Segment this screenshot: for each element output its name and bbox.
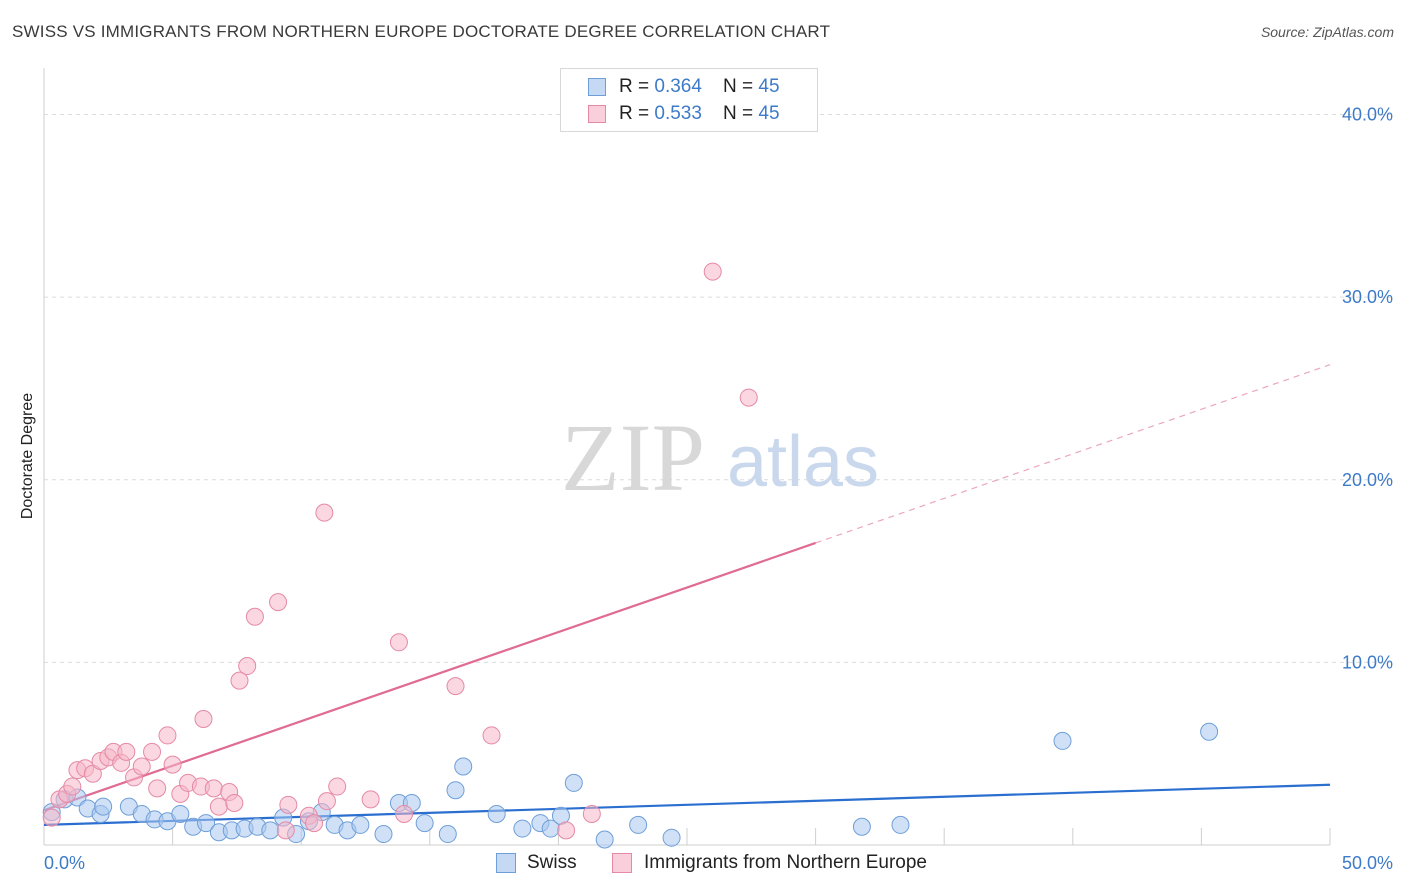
immigrant-point bbox=[315, 503, 334, 522]
y-tick-label: 30.0% bbox=[1342, 287, 1393, 307]
swiss-point bbox=[852, 817, 871, 836]
immigrant-point bbox=[132, 757, 151, 776]
n-label: N = bbox=[723, 76, 759, 97]
swiss-point bbox=[415, 814, 434, 833]
trend-line-extension-1 bbox=[815, 364, 1331, 544]
immigrant-point bbox=[395, 804, 414, 823]
trend-line-1 bbox=[43, 541, 816, 812]
swiss-point bbox=[487, 804, 506, 823]
r-label: R = bbox=[619, 103, 655, 124]
watermark: ZIP atlas bbox=[561, 404, 879, 511]
tick-labels: 0.0% 50.0% 10.0% 20.0% 30.0% 40.0% bbox=[44, 105, 1393, 873]
swiss-point bbox=[438, 825, 457, 844]
immigrant-point bbox=[194, 709, 213, 728]
source-label: Source: ZipAtlas.com bbox=[1260, 24, 1394, 40]
immigrant-point bbox=[279, 795, 298, 814]
immigrant-point bbox=[158, 726, 177, 745]
swiss-point bbox=[1200, 722, 1219, 741]
r-value: 0.533 bbox=[654, 103, 702, 124]
immigrant-point bbox=[305, 814, 324, 833]
watermark-atlas: atlas bbox=[727, 422, 879, 502]
swiss-point bbox=[446, 781, 465, 800]
stats-box: R = 0.364 N = 45 R = 0.533 N = 45 bbox=[560, 68, 818, 132]
legend-label-swiss: Swiss bbox=[527, 852, 577, 873]
immigrant-point bbox=[143, 742, 162, 761]
immigrant-point bbox=[317, 792, 336, 811]
legend-swatch-immigrants bbox=[612, 853, 632, 873]
immigrant-point bbox=[276, 821, 295, 840]
immigrant-point bbox=[582, 804, 601, 823]
immigrant-point bbox=[245, 607, 264, 626]
immigrant-point bbox=[225, 793, 244, 812]
stats-row-immigrants: R = 0.533 N = 45 bbox=[561, 101, 817, 127]
immigrant-point bbox=[230, 671, 249, 690]
swiss-point bbox=[662, 828, 681, 847]
watermark-zip: ZIP bbox=[561, 404, 705, 511]
legend-swatch-swiss bbox=[496, 853, 516, 873]
immigrant-point bbox=[148, 779, 167, 798]
immigrant-point bbox=[42, 808, 61, 827]
y-tick-label: 20.0% bbox=[1342, 470, 1393, 490]
immigrant-point bbox=[163, 755, 182, 774]
n-label: N = bbox=[723, 103, 759, 124]
y-tick-label: 10.0% bbox=[1342, 652, 1393, 672]
x-tick-label-1: 50.0% bbox=[1342, 853, 1393, 873]
swiss-point bbox=[351, 815, 370, 834]
gridlines bbox=[44, 114, 1393, 663]
swiss-point bbox=[891, 815, 910, 834]
immigrant-point bbox=[482, 726, 501, 745]
immigrant-point bbox=[117, 742, 136, 761]
immigrants-swatch bbox=[588, 105, 606, 123]
swiss-point bbox=[94, 797, 113, 816]
y-tick-label: 40.0% bbox=[1342, 105, 1393, 125]
x-tick-label-0: 0.0% bbox=[44, 853, 85, 873]
swiss-point bbox=[1053, 731, 1072, 750]
legend-label-immigrants: Immigrants from Northern Europe bbox=[644, 852, 927, 873]
immigrant-point bbox=[238, 657, 257, 676]
immigrant-point bbox=[63, 777, 82, 796]
immigrant-point bbox=[361, 790, 380, 809]
swiss-point bbox=[197, 814, 216, 833]
stats-row-swiss: R = 0.364 N = 45 bbox=[561, 74, 817, 100]
chart-title: SWISS VS IMMIGRANTS FROM NORTHERN EUROPE… bbox=[12, 22, 831, 41]
swiss-point bbox=[629, 815, 648, 834]
swiss-point bbox=[564, 773, 583, 792]
swiss-point bbox=[374, 825, 393, 844]
r-value: 0.364 bbox=[654, 76, 702, 97]
data-points bbox=[42, 262, 1219, 849]
r-label: R = bbox=[619, 76, 655, 97]
swiss-point bbox=[595, 830, 614, 849]
swiss-point bbox=[261, 821, 280, 840]
n-value: 45 bbox=[758, 76, 780, 97]
immigrant-point bbox=[446, 677, 465, 696]
immigrant-point bbox=[328, 777, 347, 796]
immigrant-point bbox=[739, 388, 758, 407]
swiss-swatch bbox=[588, 78, 606, 96]
immigrant-point bbox=[557, 821, 576, 840]
swiss-point bbox=[454, 757, 473, 776]
swiss-point bbox=[171, 804, 190, 823]
swiss-point bbox=[513, 819, 532, 838]
immigrant-point bbox=[703, 262, 722, 281]
immigrant-point bbox=[209, 797, 228, 816]
immigrant-point bbox=[389, 633, 408, 652]
immigrant-point bbox=[204, 779, 223, 798]
n-value: 45 bbox=[758, 103, 780, 124]
immigrant-point bbox=[269, 593, 288, 612]
axes bbox=[43, 68, 1331, 846]
